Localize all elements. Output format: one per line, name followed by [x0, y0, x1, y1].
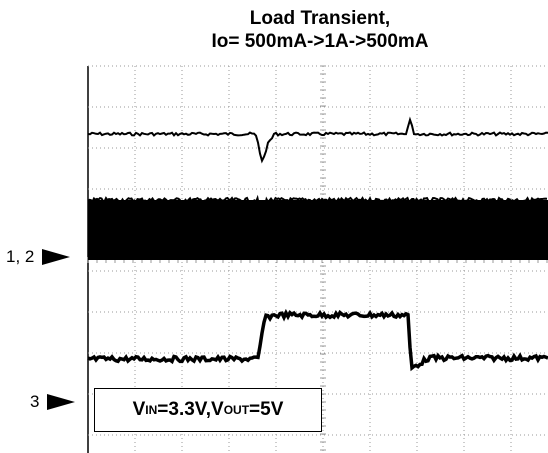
channel-marker-1-2: 1, 2 — [6, 247, 71, 267]
trace-switching-band — [88, 200, 548, 260]
vin-subscript: IN — [145, 403, 158, 417]
chart-subtitle: Io= 500mA->1A->500mA — [211, 31, 429, 52]
vin-prefix: V — [132, 399, 146, 420]
chart-title: Load Transient, — [249, 8, 391, 29]
vin-value: =3.3V, — [157, 399, 212, 420]
marker-arrow-icon — [42, 249, 71, 265]
channel-marker-3: 3 — [30, 392, 76, 412]
vout-subscript: OUT — [223, 403, 250, 417]
vout-prefix: V — [211, 399, 224, 420]
channel-marker-label: 1, 2 — [6, 247, 35, 266]
trace-output-voltage — [87, 116, 548, 164]
channel-marker-label: 3 — [30, 392, 40, 411]
marker-arrow-icon — [47, 394, 76, 410]
trace-switching-top-edge — [87, 194, 548, 208]
condition-note: V IN =3.3V, V OUT =5V — [94, 388, 322, 432]
trace-load-current — [87, 308, 548, 372]
vout-value: =5V — [249, 399, 284, 420]
